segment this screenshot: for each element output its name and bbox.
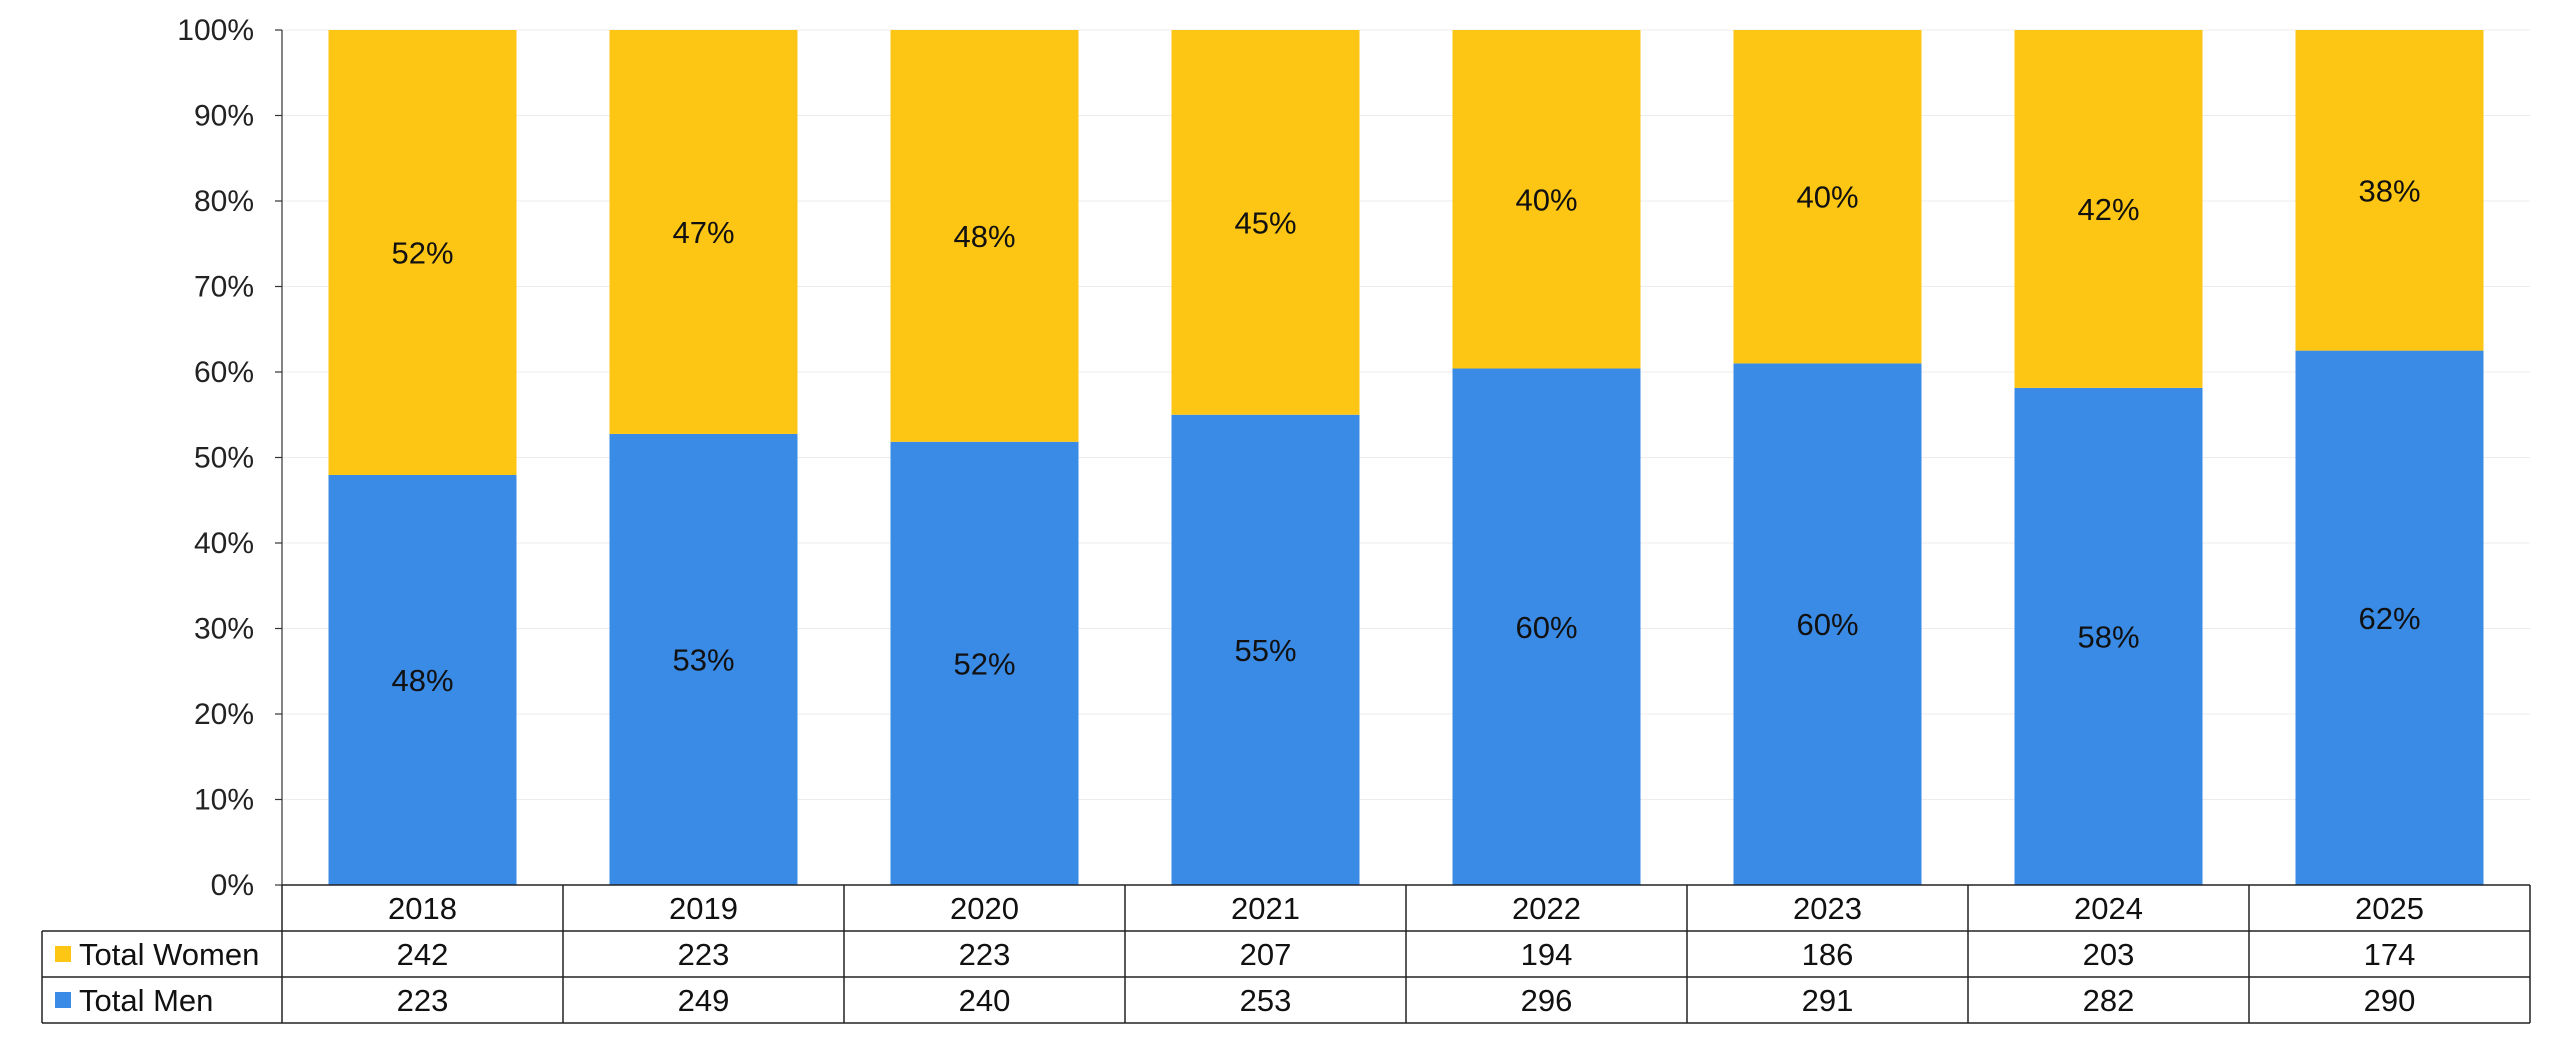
legend-label: Total Women <box>79 937 259 972</box>
y-tick-label: 100% <box>177 14 254 47</box>
table-cell-value: 296 <box>1521 983 1573 1018</box>
data-label-total-men: 62% <box>2358 601 2420 636</box>
bar-total-men-2021 <box>1171 414 1360 885</box>
legend-swatch-total-men <box>55 992 71 1008</box>
table-cell-value: 223 <box>678 937 730 972</box>
data-label-total-women: 47% <box>672 215 734 250</box>
bar-total-men-2018 <box>328 474 517 885</box>
y-tick-label: 70% <box>194 271 254 304</box>
bar-total-men-2020 <box>890 441 1079 885</box>
bar-total-women-2025 <box>2295 30 2484 351</box>
table-cell-value: 203 <box>2083 937 2135 972</box>
x-category-label: 2023 <box>1793 891 1862 926</box>
table-cell-value: 290 <box>2364 983 2416 1018</box>
bar-total-women-2022 <box>1452 30 1641 369</box>
y-tick-label: 0% <box>211 869 254 902</box>
bar-total-men-2019 <box>609 433 798 885</box>
table-cell-value: 186 <box>1802 937 1854 972</box>
data-label-total-men: 58% <box>2077 619 2139 654</box>
data-labels: 48% 52% 53% 47% 52% 48% 55% 45% 60% 40% 60% 40% 58% 4… <box>391 173 2420 698</box>
table-cell-value: 249 <box>678 983 730 1018</box>
table-cell-value: 207 <box>1240 937 1292 972</box>
x-category-label: 2019 <box>669 891 738 926</box>
data-label-total-women: 42% <box>2077 192 2139 227</box>
table-cell-value: 223 <box>959 937 1011 972</box>
bar-total-men-2023 <box>1733 363 1922 885</box>
x-category-label: 2021 <box>1231 891 1300 926</box>
data-label-total-women: 40% <box>1796 180 1858 215</box>
y-tick-label: 50% <box>194 442 254 475</box>
data-label-total-men: 52% <box>953 646 1015 681</box>
legend-label: Total Men <box>79 983 213 1018</box>
table-cell-value: 253 <box>1240 983 1292 1018</box>
data-label-total-men: 60% <box>1515 610 1577 645</box>
bars <box>328 30 2484 885</box>
bar-total-women-2018 <box>328 30 517 475</box>
data-label-total-women: 45% <box>1234 205 1296 240</box>
y-tick-label: 80% <box>194 185 254 218</box>
bar-total-men-2024 <box>2014 387 2203 885</box>
table-cell-value: 282 <box>2083 983 2135 1018</box>
y-tick-label: 90% <box>194 100 254 133</box>
y-tick-label: 30% <box>194 613 254 646</box>
bar-total-women-2021 <box>1171 30 1360 415</box>
table-cell-value: 240 <box>959 983 1011 1018</box>
bar-total-women-2024 <box>2014 30 2203 388</box>
y-tick-label: 20% <box>194 698 254 731</box>
table-cell-value: 242 <box>397 937 449 972</box>
x-category-label: 2022 <box>1512 891 1581 926</box>
bar-total-men-2025 <box>2295 350 2484 885</box>
x-category-label: 2018 <box>388 891 457 926</box>
data-label-total-women: 38% <box>2358 173 2420 208</box>
table-cell-value: 174 <box>2364 937 2416 972</box>
data-label-total-women: 40% <box>1515 182 1577 217</box>
y-tick-label: 10% <box>194 784 254 817</box>
y-axis: 0% 10% 20% 30% 40% 50% 60% 70% 80% 90% 100% <box>177 14 283 902</box>
bar-total-men-2022 <box>1452 368 1641 885</box>
data-label-total-women: 48% <box>953 219 1015 254</box>
x-category-label: 2020 <box>950 891 1019 926</box>
data-label-total-women: 52% <box>391 235 453 270</box>
table-cell-value: 291 <box>1802 983 1854 1018</box>
data-label-total-men: 60% <box>1796 607 1858 642</box>
bar-total-women-2020 <box>890 30 1079 442</box>
data-table: 2018 2019 2020 2021 2022 2023 2024 2025 Total Wo… <box>41 884 2531 1024</box>
y-tick-label: 40% <box>194 527 254 560</box>
legend-swatch-total-women <box>55 946 71 962</box>
bar-total-women-2023 <box>1733 30 1922 364</box>
bar-total-women-2019 <box>609 30 798 434</box>
x-category-label: 2025 <box>2355 891 2424 926</box>
x-category-label: 2024 <box>2074 891 2143 926</box>
data-label-total-men: 48% <box>391 663 453 698</box>
table-cell-value: 194 <box>1521 937 1573 972</box>
data-label-total-men: 55% <box>1234 633 1296 668</box>
y-tick-label: 60% <box>194 356 254 389</box>
data-label-total-men: 53% <box>672 642 734 677</box>
table-cell-value: 223 <box>397 983 449 1018</box>
